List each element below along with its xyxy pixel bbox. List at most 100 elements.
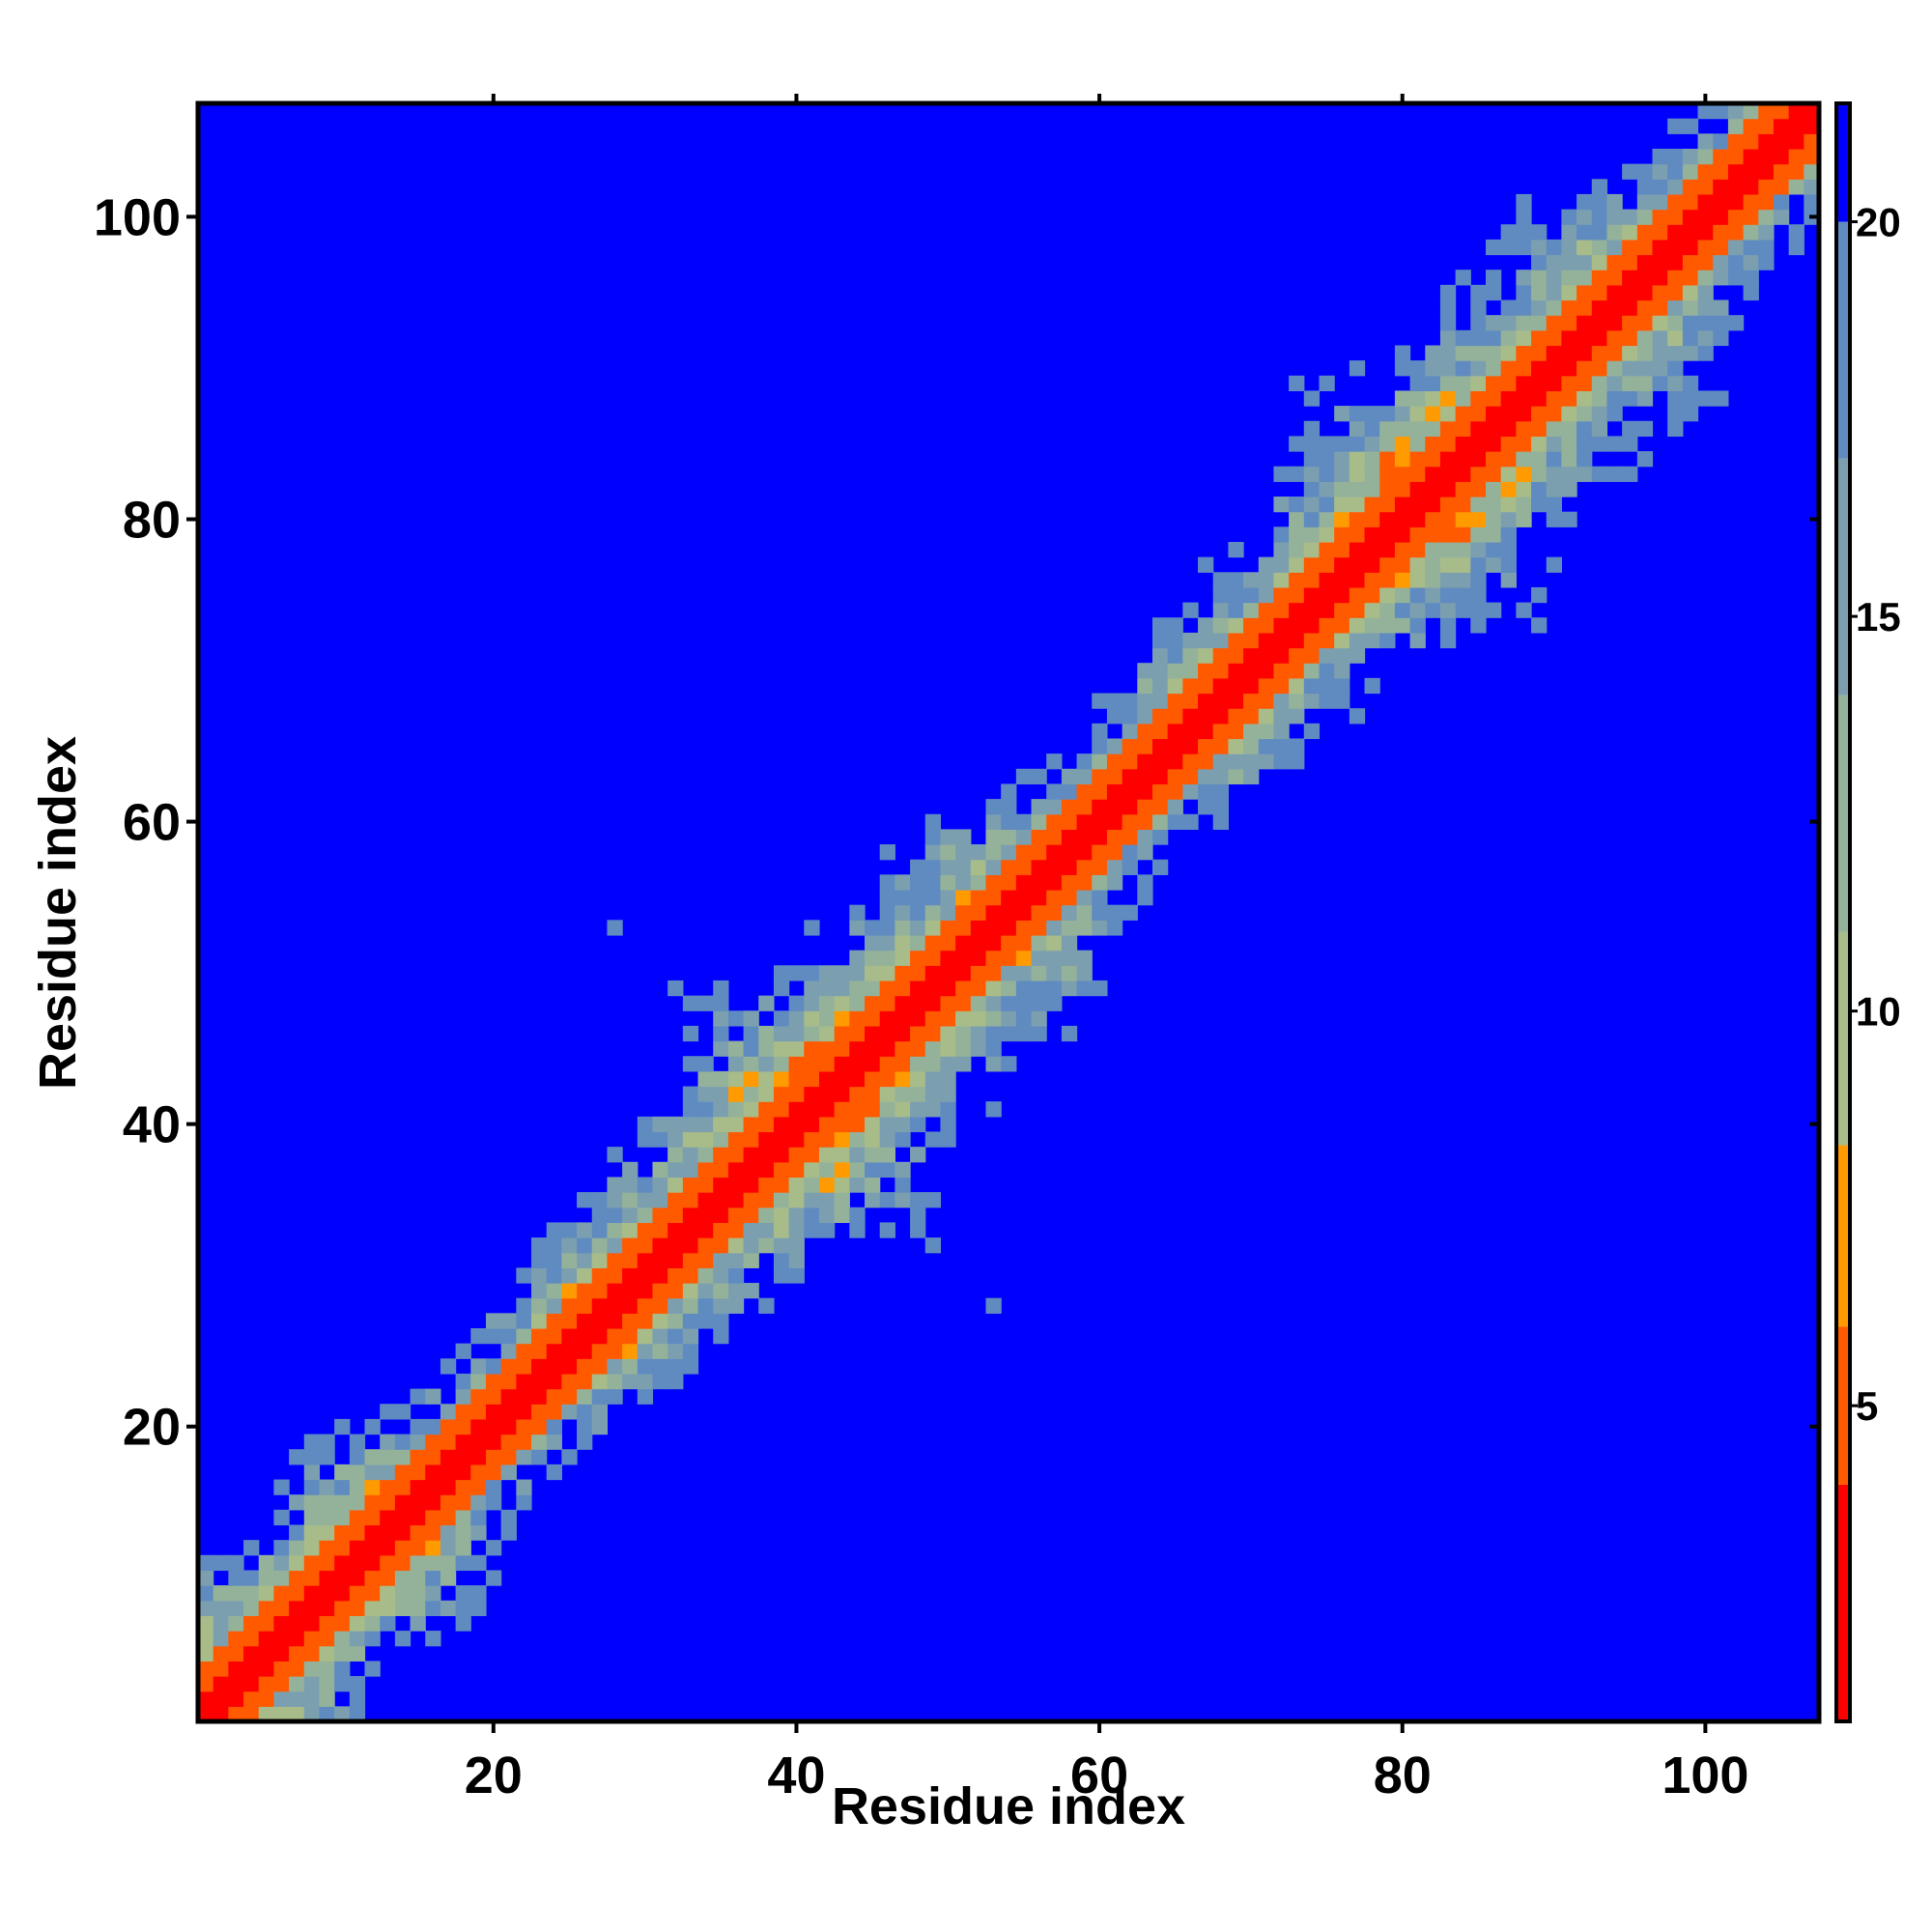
heatmap-cell bbox=[879, 995, 895, 1011]
heatmap-cell bbox=[879, 934, 895, 952]
heatmap-cell bbox=[743, 1237, 759, 1254]
heatmap-cell bbox=[1137, 844, 1153, 861]
heatmap-cell bbox=[1076, 813, 1093, 830]
heatmap-cell bbox=[289, 1494, 305, 1511]
heatmap-cell bbox=[1076, 829, 1093, 845]
heatmap-cell bbox=[1606, 436, 1623, 452]
heatmap-cell bbox=[1212, 753, 1229, 770]
heatmap-cell bbox=[1137, 663, 1153, 679]
heatmap-cell bbox=[1137, 799, 1153, 815]
heatmap-cell bbox=[1228, 708, 1244, 724]
heatmap-cell bbox=[1773, 163, 1790, 180]
heatmap-cell bbox=[380, 1524, 396, 1541]
heatmap-cell bbox=[865, 965, 881, 981]
heatmap-cell bbox=[500, 1313, 517, 1329]
heatmap-cell bbox=[1713, 329, 1729, 347]
heatmap-cell bbox=[1455, 390, 1471, 407]
heatmap-cell bbox=[1577, 284, 1593, 301]
heatmap-cell bbox=[697, 1116, 714, 1133]
heatmap-cell bbox=[1289, 511, 1305, 527]
heatmap-cell bbox=[622, 1207, 639, 1224]
heatmap-cell bbox=[1500, 299, 1517, 316]
heatmap-cell bbox=[1439, 284, 1457, 301]
heatmap-cell bbox=[788, 1267, 805, 1284]
heatmap-cell bbox=[1652, 299, 1668, 316]
heatmap-cell bbox=[1636, 360, 1654, 377]
heatmap-cell bbox=[713, 980, 729, 997]
heatmap-cell bbox=[1500, 329, 1517, 347]
heatmap-cell bbox=[1773, 179, 1790, 195]
heatmap-cell bbox=[924, 904, 942, 921]
heatmap-cell bbox=[1727, 209, 1745, 225]
heatmap-cell bbox=[289, 1615, 305, 1632]
heatmap-cell bbox=[1076, 783, 1093, 800]
heatmap-cell bbox=[1212, 617, 1229, 634]
heatmap-cell bbox=[682, 1056, 699, 1072]
heatmap-cell bbox=[577, 1343, 593, 1359]
heatmap-cell bbox=[985, 1297, 1002, 1314]
heatmap-cell bbox=[440, 1434, 457, 1450]
heatmap-cell bbox=[1455, 466, 1471, 482]
heatmap-cell bbox=[924, 1010, 942, 1027]
heatmap-cell bbox=[273, 1676, 290, 1692]
heatmap-cell bbox=[758, 1207, 775, 1224]
heatmap-cell bbox=[1531, 451, 1548, 468]
heatmap-cell bbox=[485, 1479, 502, 1495]
heatmap-cell bbox=[1713, 239, 1729, 256]
heatmap-cell bbox=[1667, 406, 1684, 422]
heatmap-cell bbox=[970, 874, 987, 891]
y-tick-label: 100 bbox=[94, 188, 181, 246]
heatmap-cell bbox=[1182, 738, 1199, 754]
heatmap-cell bbox=[1228, 602, 1244, 618]
heatmap-cell bbox=[1349, 602, 1366, 618]
heatmap-cell bbox=[1455, 420, 1471, 437]
heatmap-cell bbox=[1394, 360, 1411, 377]
heatmap-cell bbox=[1319, 586, 1335, 604]
heatmap-cell bbox=[1137, 813, 1153, 830]
heatmap-cell bbox=[1198, 723, 1214, 740]
heatmap-cell bbox=[1516, 345, 1532, 361]
heatmap-cell bbox=[364, 1631, 381, 1647]
heatmap-cell bbox=[531, 1237, 548, 1254]
heatmap-cell bbox=[1394, 345, 1411, 361]
heatmap-cell bbox=[879, 980, 895, 997]
heatmap-cell bbox=[713, 1207, 729, 1224]
heatmap-cell bbox=[1031, 950, 1047, 966]
heatmap-cell bbox=[1485, 345, 1502, 361]
heatmap-cell bbox=[1577, 451, 1593, 468]
heatmap-cell bbox=[1122, 753, 1138, 770]
heatmap-cell bbox=[1516, 436, 1532, 452]
heatmap-cell bbox=[879, 1161, 895, 1179]
heatmap-cell bbox=[591, 1418, 609, 1435]
heatmap-cell bbox=[394, 1631, 412, 1647]
heatmap-cell bbox=[500, 1509, 517, 1526]
heatmap-cell bbox=[743, 1086, 759, 1102]
heatmap-cell bbox=[1394, 466, 1411, 482]
heatmap-cell bbox=[682, 1116, 699, 1133]
heatmap-cell bbox=[334, 1676, 351, 1692]
heatmap-cell bbox=[1379, 451, 1396, 468]
heatmap-cell bbox=[607, 1343, 623, 1359]
heatmap-cell bbox=[1531, 315, 1548, 331]
heatmap-cell bbox=[1485, 497, 1502, 513]
heatmap-cell bbox=[1001, 980, 1017, 997]
heatmap-cell bbox=[697, 1297, 714, 1314]
heatmap-cell bbox=[910, 1056, 926, 1072]
heatmap-cell bbox=[1591, 239, 1608, 256]
heatmap-cell bbox=[637, 1192, 654, 1208]
heatmap-cell bbox=[1500, 406, 1517, 422]
heatmap-cell bbox=[1546, 299, 1562, 316]
heatmap-cell bbox=[228, 1676, 244, 1692]
heatmap-cell bbox=[1198, 738, 1214, 754]
heatmap-cell bbox=[1212, 708, 1229, 724]
heatmap-cell bbox=[1273, 541, 1290, 558]
heatmap-cell bbox=[804, 1040, 820, 1057]
heatmap-cell bbox=[470, 1388, 487, 1405]
heatmap-cell bbox=[1425, 541, 1441, 558]
heatmap-cell bbox=[1182, 723, 1199, 740]
heatmap-cell bbox=[561, 1388, 578, 1405]
heatmap-cell bbox=[303, 1690, 321, 1707]
heatmap-cell bbox=[289, 1631, 305, 1647]
heatmap-cell bbox=[394, 1404, 412, 1420]
